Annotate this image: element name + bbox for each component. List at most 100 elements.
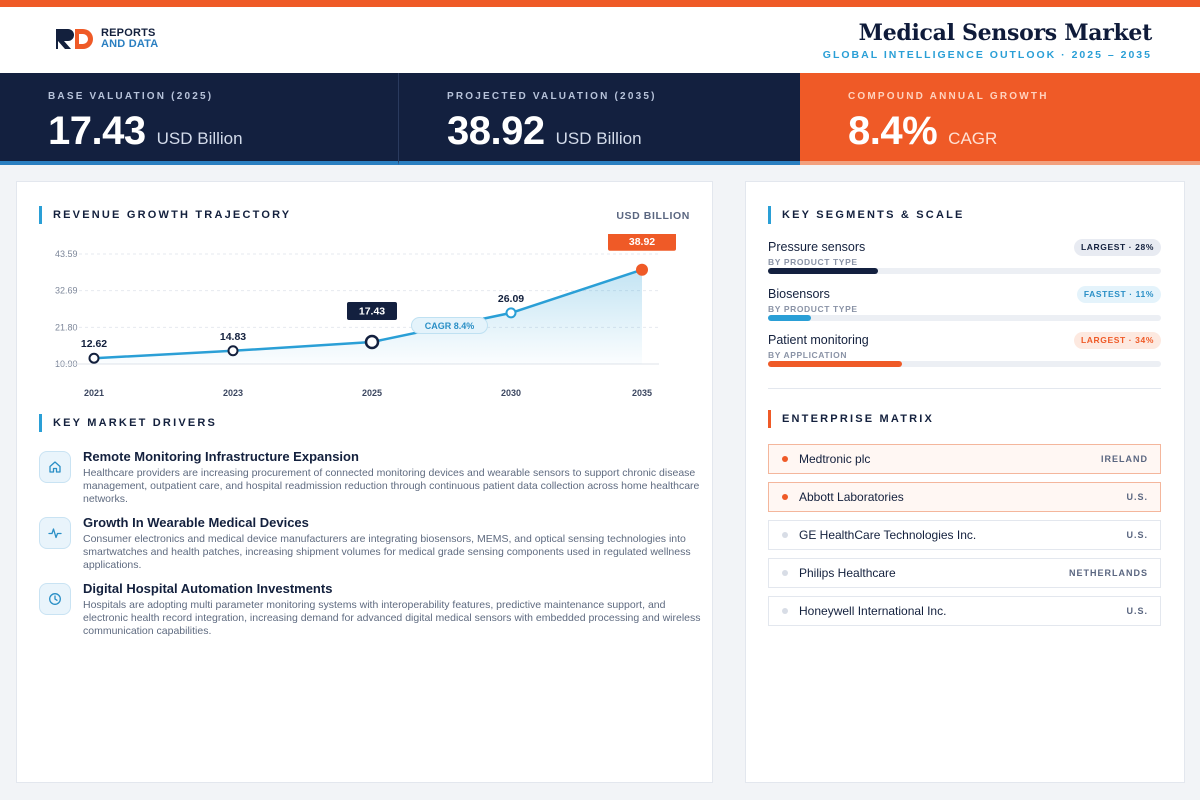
revenue-section-title: REVENUE GROWTH TRAJECTORY — [53, 209, 292, 221]
segment-category: BY PRODUCT TYPE — [768, 304, 858, 314]
enterprise-section-title: ENTERPRISE MATRIX — [782, 413, 935, 425]
company-name: GE HealthCare Technologies Inc. — [799, 528, 977, 542]
x-tick-label: 2023 — [223, 388, 243, 398]
data-point — [227, 345, 239, 357]
driver-title: Growth In Wearable Medical Devices — [83, 515, 309, 530]
right-panel: KEY SEGMENTS & SCALE Pressure sensors BY… — [745, 181, 1185, 783]
kpi-unit: CAGR — [948, 129, 998, 148]
segment-category: BY PRODUCT TYPE — [768, 257, 858, 267]
enterprise-row-abbott[interactable]: Abbott Laboratories U.S. — [768, 482, 1161, 512]
left-panel: REVENUE GROWTH TRAJECTORY USD BILLION 43… — [16, 181, 713, 783]
driver-title: Digital Hospital Automation Investments — [83, 581, 333, 596]
segment-track — [768, 361, 1161, 367]
header: REPORTS AND DATA Medical Sensors Market … — [0, 7, 1200, 73]
kpi-label: COMPOUND ANNUAL GROWTH — [848, 91, 1049, 102]
segment-badge: LARGEST · 34% — [1074, 332, 1161, 349]
revenue-section-header: REVENUE GROWTH TRAJECTORY — [39, 206, 291, 224]
kpi-value: 38.92 — [447, 109, 545, 153]
kpi-projected-valuation: PROJECTED VALUATION (2035) 38.92 USD Bil… — [399, 73, 800, 165]
status-dot — [782, 608, 788, 614]
company-name: Honeywell International Inc. — [799, 604, 947, 618]
kpi-value-group: 38.92 USD Billion — [447, 109, 642, 154]
segment-name: Patient monitoring — [768, 333, 869, 347]
data-label: 14.83 — [220, 331, 246, 343]
logo-text: REPORTS AND DATA — [101, 28, 158, 50]
series-area — [94, 269, 642, 364]
company-country: U.S. — [1126, 606, 1148, 616]
kpi-cagr: COMPOUND ANNUAL GROWTH 8.4% CAGR — [800, 73, 1200, 165]
data-label-box — [608, 234, 676, 251]
company-name: Philips Healthcare — [799, 566, 896, 580]
data-point — [88, 352, 100, 364]
drivers-section-header: KEY MARKET DRIVERS — [39, 414, 217, 432]
page-subtitle: GLOBAL INTELLIGENCE OUTLOOK · 2025 – 203… — [822, 49, 1152, 61]
enterprise-row-honeywell[interactable]: Honeywell International Inc. U.S. — [768, 596, 1161, 626]
driver-description: Consumer electronics and medical device … — [83, 533, 691, 571]
driver-description: Healthcare providers are increasing proc… — [83, 467, 700, 505]
y-tick-label: 32.69 — [55, 286, 78, 296]
enterprise-section-header: ENTERPRISE MATRIX — [768, 410, 934, 428]
data-label: 38.92 — [629, 236, 655, 248]
data-point — [505, 307, 517, 319]
status-dot — [782, 494, 788, 500]
segment-name: Biosensors — [768, 287, 830, 301]
status-dot — [782, 532, 788, 538]
segments-section-title: KEY SEGMENTS & SCALE — [782, 209, 965, 221]
section-accent-bar — [768, 206, 771, 224]
activity-icon — [39, 517, 71, 549]
top-accent-bar — [0, 0, 1200, 7]
logo-line-2: AND DATA — [101, 38, 159, 50]
x-tick-label: 2025 — [362, 388, 382, 398]
company-name: Medtronic plc — [799, 452, 871, 466]
kpi-value: 17.43 — [48, 109, 146, 153]
x-tick-label: 2021 — [84, 388, 104, 398]
x-tick-label: 2030 — [501, 388, 521, 398]
clock-icon — [39, 583, 71, 615]
company-country: U.S. — [1126, 492, 1148, 502]
data-label: 26.09 — [498, 293, 524, 305]
status-dot — [782, 570, 788, 576]
data-point — [364, 334, 380, 350]
kpi-value-group: 17.43 USD Billion — [48, 109, 243, 154]
status-dot — [782, 456, 788, 462]
logo-line-1: REPORTS — [101, 27, 156, 39]
company-country: NETHERLANDS — [1068, 568, 1148, 578]
x-tick-label: 2035 — [632, 388, 652, 398]
driver-title: Remote Monitoring Infrastructure Expansi… — [83, 449, 359, 464]
home-icon — [39, 451, 71, 483]
divider — [768, 388, 1161, 389]
segments-section-header: KEY SEGMENTS & SCALE — [768, 206, 965, 224]
company-name: Abbott Laboratories — [799, 490, 904, 504]
kpi-value: 8.4% — [848, 109, 938, 153]
enterprise-row-ge-healthcare[interactable]: GE HealthCare Technologies Inc. U.S. — [768, 520, 1161, 550]
segment-badge: LARGEST · 28% — [1074, 239, 1161, 256]
company-country: U.S. — [1126, 530, 1148, 540]
kpi-strip: BASE VALUATION (2025) 17.43 USD Billion … — [0, 73, 1200, 165]
kpi-label: PROJECTED VALUATION (2035) — [447, 91, 657, 102]
segment-category: BY APPLICATION — [768, 350, 848, 360]
section-accent-bar — [768, 410, 771, 428]
segment-name: Pressure sensors — [768, 240, 866, 254]
page-title: Medical Sensors Market — [858, 20, 1153, 46]
enterprise-row-medtronic[interactable]: Medtronic plc IRELAND — [768, 444, 1161, 474]
kpi-unit: USD Billion — [156, 129, 243, 148]
chart-unit-label: USD BILLION — [616, 210, 690, 222]
data-label-box — [347, 302, 397, 321]
logo-mark-icon — [56, 29, 93, 49]
segment-fill — [768, 268, 879, 274]
y-tick-label: 43.59 — [55, 249, 78, 259]
segment-track — [768, 268, 1161, 274]
segment-fill — [768, 315, 812, 321]
drivers-section-title: KEY MARKET DRIVERS — [53, 417, 218, 429]
y-tick-label: 21.80 — [55, 322, 78, 332]
brand-logo[interactable]: REPORTS AND DATA — [55, 28, 158, 50]
cagr-annotation-label: CAGR 8.4% — [425, 321, 475, 331]
kpi-base-valuation: BASE VALUATION (2025) 17.43 USD Billion — [0, 73, 399, 165]
kpi-unit: USD Billion — [555, 129, 642, 148]
section-accent-bar — [39, 414, 42, 432]
data-label: 12.62 — [81, 338, 107, 350]
cagr-annotation-pill — [411, 316, 488, 334]
kpi-value-group: 8.4% CAGR — [848, 109, 997, 154]
enterprise-row-philips[interactable]: Philips Healthcare NETHERLANDS — [768, 558, 1161, 588]
